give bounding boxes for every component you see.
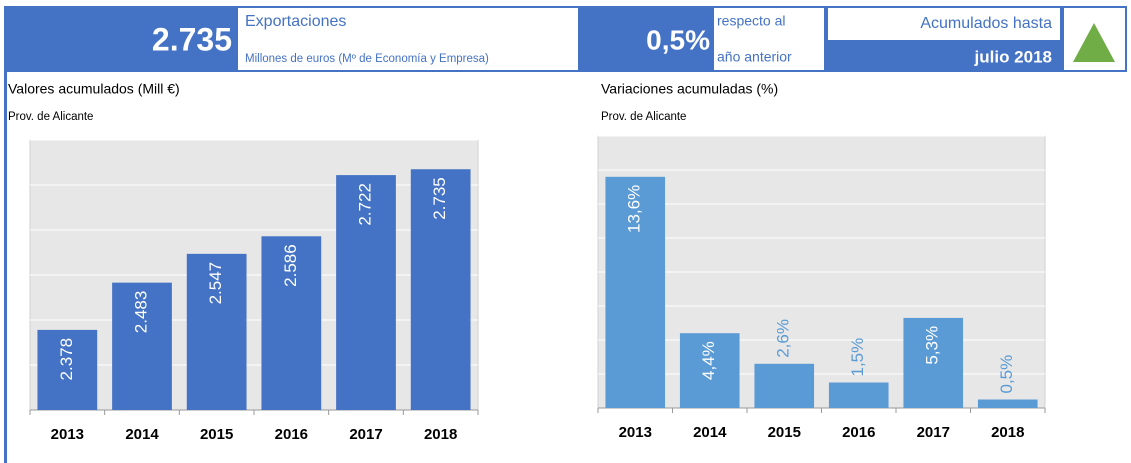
change-text: año anterior [717, 49, 792, 65]
bar [261, 236, 322, 410]
data-label: 2.735 [430, 177, 449, 220]
chart-title: Variaciones acumuladas (%) [601, 81, 778, 97]
x-tick-label: 2013 [619, 424, 652, 441]
data-label: 2.378 [57, 338, 76, 381]
x-tick-label: 2016 [275, 426, 308, 443]
data-label: 0,5% [997, 355, 1016, 394]
header-change: 0,5% [646, 24, 710, 55]
period: julio 2018 [974, 47, 1052, 66]
header-title: Exportaciones [245, 13, 346, 30]
data-label: 2.722 [355, 183, 374, 226]
bar [754, 363, 815, 408]
data-label: 5,3% [923, 326, 942, 365]
bar [112, 282, 172, 410]
bar [977, 399, 1038, 408]
x-tick-label: 2013 [51, 426, 84, 443]
header-box [238, 8, 578, 70]
data-label: 13,6% [625, 185, 644, 233]
left-border [4, 70, 7, 463]
bar [410, 169, 471, 410]
data-label: 4,4% [699, 341, 718, 380]
data-label: 2.483 [131, 291, 150, 334]
x-tick-label: 2018 [991, 424, 1024, 441]
bar [336, 175, 396, 410]
data-label: 2,6% [774, 319, 793, 358]
x-tick-label: 2018 [424, 426, 457, 443]
x-tick-label: 2017 [349, 426, 382, 443]
change-box [714, 8, 824, 70]
x-tick-label: 2016 [842, 424, 875, 441]
x-tick-label: 2014 [125, 426, 159, 443]
x-tick-label: 2015 [200, 426, 233, 443]
x-tick-label: 2014 [693, 424, 727, 441]
bar [37, 329, 98, 410]
data-label: 2.547 [206, 262, 225, 305]
bar [605, 176, 666, 408]
trend-up-icon [1073, 23, 1115, 62]
x-tick-label: 2017 [917, 424, 950, 441]
data-label: 1,5% [848, 338, 867, 377]
header-value: 2.735 [152, 21, 232, 57]
period-box [828, 8, 1060, 40]
chart-subtitle: Prov. de Alicante [601, 111, 686, 123]
bar [186, 253, 247, 410]
chart-subtitle: Prov. de Alicante [8, 111, 93, 123]
chart-title: Valores acumulados (Mill €) [8, 81, 180, 97]
period-label: Acumulados hasta [920, 15, 1052, 32]
bar [903, 317, 964, 408]
data-label: 2.586 [281, 244, 300, 287]
x-tick-label: 2015 [768, 424, 801, 441]
change-text: respecto al [717, 13, 785, 29]
bar [828, 382, 889, 408]
bar [679, 333, 740, 408]
header-subtitle: Millones de euros (Mº de Economía y Empr… [245, 53, 489, 65]
